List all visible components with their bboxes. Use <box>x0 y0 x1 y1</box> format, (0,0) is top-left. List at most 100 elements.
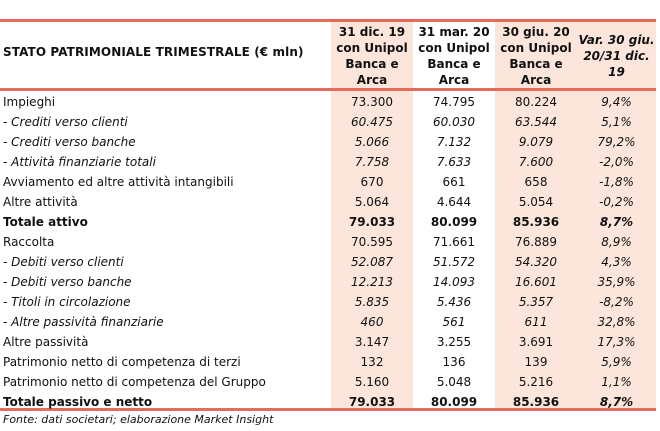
column-header-var: Var. 30 giu. 20/31 dic. 19 <box>577 24 656 88</box>
header-line: 19 <box>608 65 625 79</box>
value-var: -0,2% <box>599 195 634 209</box>
header-line: 20/31 dic. <box>583 49 650 63</box>
value-30-giu-20: 139 <box>524 355 548 369</box>
header-line: 31 dic. 19 <box>338 25 406 39</box>
value-var: 1,1% <box>601 375 632 389</box>
table-row: Impieghi 73.300 74.795 80.224 9,4% <box>0 92 656 112</box>
header-line: Arca <box>356 73 388 87</box>
value-30-giu-20: 5.216 <box>518 375 554 389</box>
table-row: - Titoli in circolazione 5.835 5.436 5.357 -… <box>0 292 656 312</box>
header-line: 31 mar. 20 <box>418 25 490 39</box>
table-row: Totale passivo e netto 79.033 80.099 85.936… <box>0 392 656 412</box>
header-line: Banca e <box>345 57 399 71</box>
value-31-dic-19: 5.064 <box>354 195 390 209</box>
value-var: 79,2% <box>597 135 636 149</box>
value-30-giu-20: 658 <box>524 175 548 189</box>
header-line: con Unipol <box>500 41 572 55</box>
header-rule <box>0 88 656 91</box>
value-var: 8,7% <box>599 215 634 229</box>
value-31-mar-20: 60.030 <box>433 115 475 129</box>
column-shade-30-giu-20 <box>495 22 577 408</box>
table-body: Impieghi 73.300 74.795 80.224 9,4% - Crediti … <box>0 92 656 412</box>
value-31-mar-20: 661 <box>442 175 466 189</box>
row-label: - Altre passività finanziarie <box>3 315 164 329</box>
table-row: - Debiti verso banche 12.213 14.093 16.601 3… <box>0 272 656 292</box>
table-row: Altre attività 5.064 4.644 5.054 -0,2% <box>0 192 656 212</box>
value-31-dic-19: 12.213 <box>351 275 393 289</box>
value-30-giu-20: 85.936 <box>512 395 560 409</box>
column-shade-31-dic-19 <box>331 22 413 408</box>
row-label: - Crediti verso banche <box>3 135 136 149</box>
row-label: - Crediti verso clienti <box>3 115 128 129</box>
header-line: 30 giu. 20 <box>502 25 570 39</box>
row-label: - Titoli in circolazione <box>3 295 131 309</box>
header-line: con Unipol <box>336 41 408 55</box>
table-title: STATO PATRIMONIALE TRIMESTRALE (€ mln) <box>3 45 304 59</box>
row-label: - Debiti verso banche <box>3 275 132 289</box>
value-30-giu-20: 611 <box>524 315 548 329</box>
bottom-rule <box>0 408 656 411</box>
value-31-dic-19: 460 <box>360 315 384 329</box>
value-31-dic-19: 5.066 <box>354 135 390 149</box>
value-var: 35,9% <box>597 275 636 289</box>
table-row: - Altre passività finanziarie 460 561 611 32… <box>0 312 656 332</box>
value-var: 5,9% <box>601 355 632 369</box>
value-31-mar-20: 3.255 <box>436 335 472 349</box>
table-row: Patrimonio netto di competenza di terzi 1… <box>0 352 656 372</box>
value-30-giu-20: 54.320 <box>515 255 557 269</box>
value-31-mar-20: 5.436 <box>436 295 472 309</box>
row-label: Altre attività <box>3 195 78 209</box>
value-30-giu-20: 80.224 <box>515 95 557 109</box>
value-31-dic-19: 79.033 <box>348 215 396 229</box>
table-row: Totale attivo 79.033 80.099 85.936 8,7% <box>0 212 656 232</box>
value-30-giu-20: 9.079 <box>518 135 554 149</box>
column-header-31-mar-20: 31 mar. 20 con Unipol Banca e Arca <box>413 24 495 88</box>
header-line: Banca e <box>509 57 563 71</box>
row-label: Totale passivo e netto <box>3 395 153 409</box>
value-30-giu-20: 5.357 <box>518 295 554 309</box>
row-label: Patrimonio netto di competenza di terzi <box>3 355 241 369</box>
value-31-dic-19: 7.758 <box>354 155 390 169</box>
column-header-30-giu-20: 30 giu. 20 con Unipol Banca e Arca <box>495 24 577 88</box>
value-30-giu-20: 63.544 <box>515 115 557 129</box>
value-var: -8,2% <box>599 295 634 309</box>
value-31-mar-20: 80.099 <box>430 215 478 229</box>
value-31-mar-20: 14.093 <box>433 275 475 289</box>
value-30-giu-20: 5.054 <box>518 195 554 209</box>
row-label: Totale attivo <box>3 215 88 229</box>
value-31-mar-20: 7.633 <box>436 155 472 169</box>
value-var: 8,7% <box>599 395 634 409</box>
column-header-31-dic-19: 31 dic. 19 con Unipol Banca e Arca <box>331 24 413 88</box>
value-31-dic-19: 3.147 <box>354 335 390 349</box>
top-rule <box>0 19 656 22</box>
row-label: Impieghi <box>3 95 56 109</box>
row-label: - Attività finanziarie totali <box>3 155 156 169</box>
value-31-mar-20: 4.644 <box>436 195 472 209</box>
table-row: - Crediti verso clienti 60.475 60.030 63.54… <box>0 112 656 132</box>
value-31-dic-19: 73.300 <box>351 95 393 109</box>
value-30-giu-20: 7.600 <box>518 155 554 169</box>
value-var: 4,3% <box>601 255 632 269</box>
header-line: con Unipol <box>418 41 490 55</box>
row-label: - Debiti verso clienti <box>3 255 124 269</box>
value-31-dic-19: 5.835 <box>354 295 390 309</box>
table-row: - Debiti verso clienti 52.087 51.572 54.320… <box>0 252 656 272</box>
value-var: 32,8% <box>597 315 636 329</box>
header-line: Arca <box>520 73 552 87</box>
value-30-giu-20: 85.936 <box>512 215 560 229</box>
table-row: - Crediti verso banche 5.066 7.132 9.079 79,… <box>0 132 656 152</box>
value-31-mar-20: 5.048 <box>436 375 472 389</box>
header-line: Var. 30 giu. <box>578 33 655 47</box>
value-var: -2,0% <box>599 155 634 169</box>
value-var: -1,8% <box>599 175 634 189</box>
header-line: Arca <box>438 73 470 87</box>
column-shade-var <box>577 22 656 408</box>
value-30-giu-20: 3.691 <box>518 335 554 349</box>
source-footnote: Fonte: dati societari; elaborazione Mark… <box>3 413 274 426</box>
value-31-mar-20: 74.795 <box>433 95 475 109</box>
header-line: Banca e <box>427 57 481 71</box>
value-var: 9,4% <box>601 95 632 109</box>
value-31-dic-19: 52.087 <box>351 255 393 269</box>
value-var: 17,3% <box>597 335 636 349</box>
table-row: - Attività finanziarie totali 7.758 7.633 7… <box>0 152 656 172</box>
